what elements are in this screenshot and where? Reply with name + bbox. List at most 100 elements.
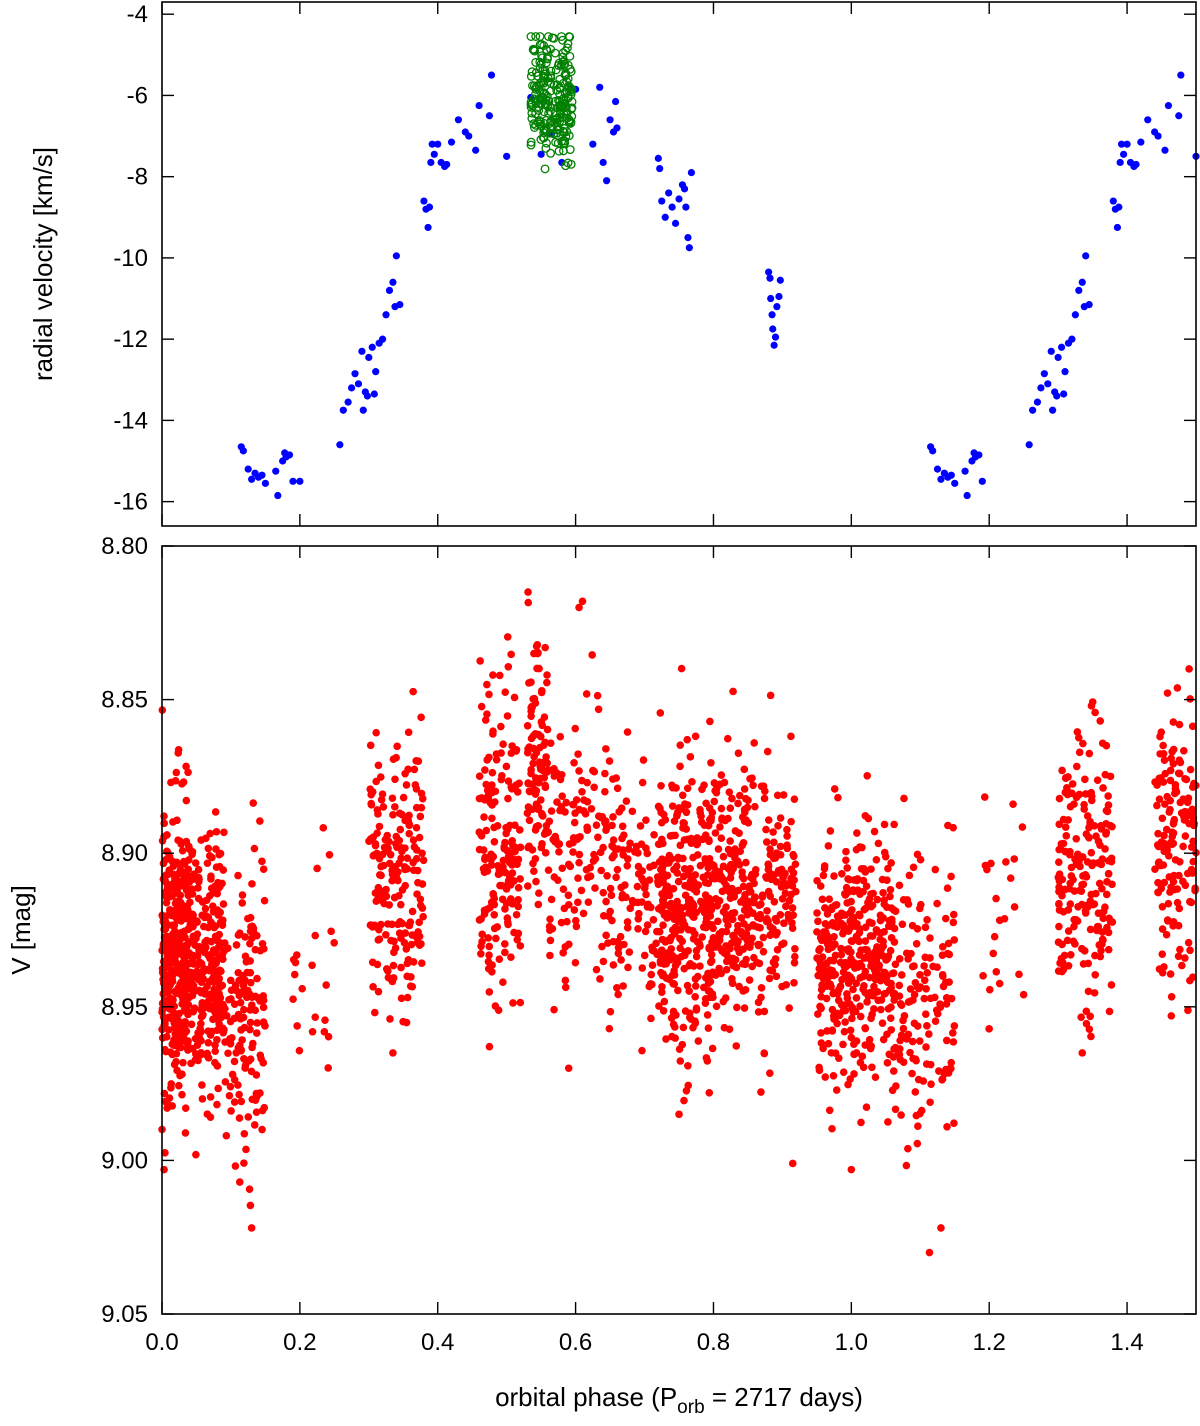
- rv-point: [358, 347, 366, 355]
- mag-point: [876, 935, 885, 944]
- mag-point: [495, 955, 504, 963]
- mag-point: [824, 1039, 833, 1048]
- mag-point: [225, 1091, 234, 1100]
- mag-point: [1176, 758, 1185, 767]
- mag-point: [647, 970, 656, 979]
- rv-point-green: [536, 59, 546, 69]
- rv-point-green: [542, 138, 551, 148]
- mag-point: [817, 1029, 825, 1037]
- mag-point: [779, 873, 788, 882]
- mag-point: [213, 906, 222, 914]
- mag-point: [246, 939, 254, 948]
- mag-point: [1154, 878, 1162, 887]
- rv-point-green: [529, 119, 539, 129]
- mag-point: [543, 678, 551, 687]
- mag-point: [705, 837, 713, 846]
- mag-point: [656, 709, 665, 717]
- mag-point: [569, 848, 577, 856]
- mag-point: [412, 803, 421, 812]
- mag-point: [194, 877, 203, 886]
- mag-point: [1089, 859, 1098, 867]
- mag-point: [170, 928, 179, 937]
- mag-point: [166, 955, 175, 964]
- mag-point: [683, 735, 692, 744]
- mag-point: [1066, 802, 1075, 811]
- mag-point: [583, 798, 592, 806]
- mag-point: [415, 918, 424, 927]
- mag-point: [724, 845, 733, 854]
- mag-point: [507, 650, 515, 659]
- rv-point: [472, 146, 480, 154]
- mag-point: [391, 775, 399, 784]
- mag-point: [714, 917, 722, 926]
- rv-point: [613, 124, 621, 132]
- mag-point: [679, 872, 688, 881]
- mag-point: [750, 922, 758, 930]
- mag-point: [855, 910, 863, 919]
- mag-point: [697, 818, 706, 826]
- mag-point: [1072, 834, 1081, 843]
- mag-point: [1164, 852, 1173, 860]
- rv-point: [661, 213, 669, 221]
- mag-point: [1059, 965, 1068, 974]
- mag-point: [592, 821, 601, 830]
- mag-point: [942, 1000, 951, 1008]
- mag-point: [594, 833, 602, 842]
- mag-point: [167, 1080, 176, 1088]
- mag-point: [668, 971, 677, 980]
- mag-point: [773, 791, 782, 800]
- mag-point: [676, 741, 685, 749]
- mag-point: [890, 938, 899, 946]
- mag-point: [761, 787, 769, 795]
- rv-point: [239, 447, 247, 455]
- mag-point: [407, 940, 416, 949]
- mag-point: [819, 871, 828, 880]
- mag-point: [246, 1055, 255, 1064]
- rv-point-green: [539, 124, 549, 134]
- mag-point: [191, 859, 200, 867]
- mag-point: [537, 686, 546, 695]
- mag-point: [406, 982, 415, 990]
- mag-point: [712, 895, 720, 903]
- mag-point: [403, 959, 412, 968]
- mag-point: [944, 821, 952, 830]
- mag-point: [619, 982, 627, 990]
- rv-point-green: [563, 158, 573, 168]
- mag-point: [823, 921, 832, 930]
- mag-point: [949, 1038, 958, 1046]
- mag-point: [159, 942, 168, 951]
- mag-point: [912, 1111, 921, 1120]
- mag-point: [224, 1049, 232, 1058]
- mag-point: [512, 910, 521, 919]
- mag-point: [985, 1025, 993, 1033]
- mag-point: [738, 813, 747, 821]
- mag-point: [171, 899, 180, 908]
- mag-point: [1154, 829, 1162, 838]
- mag-point: [868, 901, 877, 909]
- mag-point: [1093, 776, 1102, 784]
- mag-point: [1061, 823, 1070, 831]
- mag-point: [207, 884, 216, 893]
- mag-point: [1170, 815, 1179, 824]
- mag-point: [840, 1027, 849, 1036]
- mag-point: [1064, 927, 1073, 935]
- mag-point: [529, 759, 537, 768]
- mag-point: [867, 1042, 876, 1050]
- mag-point: [720, 1023, 729, 1032]
- mag-point: [716, 931, 724, 940]
- mag-point: [821, 904, 829, 912]
- mag-point: [319, 824, 328, 832]
- mag-point: [1073, 917, 1082, 925]
- mag-point: [696, 962, 704, 970]
- rv-point: [272, 467, 280, 475]
- mag-point: [931, 865, 940, 874]
- mag-point: [384, 847, 392, 855]
- mag-point: [740, 765, 749, 774]
- mag-point: [744, 796, 752, 805]
- mag-xtick-label: 0.4: [421, 1329, 454, 1356]
- mag-point: [488, 768, 497, 777]
- mag-point: [923, 1022, 931, 1030]
- mag-point: [703, 893, 711, 902]
- mag-point: [720, 778, 729, 787]
- mag-point: [1087, 1032, 1095, 1041]
